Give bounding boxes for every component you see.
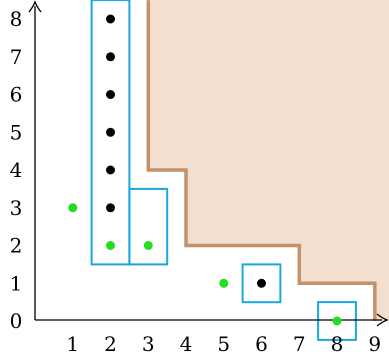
boxes-layer (90, 0, 357, 341)
highlight-box (241, 263, 282, 304)
y-tick-labels: 0 1 2 3 4 5 6 7 8 (10, 7, 23, 333)
shaded-region (148, 0, 389, 321)
highlight-box (317, 301, 357, 341)
green-point (332, 316, 342, 326)
x-tick-label: 8 (331, 332, 344, 356)
black-point (106, 165, 115, 175)
green-point (68, 203, 78, 213)
y-axis-arrowhead-icon (28, 0, 42, 13)
black-point (106, 90, 115, 99)
black-point (106, 203, 115, 213)
y-tick-label: 1 (10, 271, 23, 295)
x-tick-label: 5 (217, 332, 230, 356)
x-tick-labels: 1 2 3 4 5 6 7 8 9 (66, 332, 381, 356)
black-point (106, 52, 115, 62)
green-point (219, 278, 229, 288)
points-layer (68, 14, 342, 326)
x-tick-label: 1 (66, 332, 79, 356)
x-tick-label: 6 (255, 332, 268, 356)
x-axis-arrowhead-icon (376, 313, 389, 327)
black-point (257, 278, 266, 288)
staircase-boundary (146, 0, 377, 321)
y-tick-label: 6 (10, 83, 23, 107)
y-tick-label: 4 (10, 158, 23, 182)
highlight-box (90, 0, 131, 266)
y-tick-label: 0 (10, 309, 23, 333)
y-tick-label: 3 (10, 196, 23, 220)
x-tick-label: 9 (368, 332, 381, 356)
black-point (106, 127, 115, 137)
x-tick-label: 4 (180, 332, 193, 356)
x-tick-label: 2 (104, 332, 117, 356)
green-point (106, 241, 115, 250)
x-tick-label: 3 (142, 332, 155, 356)
highlight-box (128, 187, 169, 266)
y-tick-label: 2 (10, 234, 23, 258)
x-tick-label: 7 (293, 332, 306, 356)
y-tick-label: 7 (10, 45, 23, 69)
black-point (106, 14, 115, 24)
y-tick-label: 8 (10, 7, 23, 31)
green-point (143, 241, 153, 250)
y-tick-label: 5 (10, 120, 23, 144)
axes (28, 0, 389, 327)
region-layer (146, 0, 389, 321)
